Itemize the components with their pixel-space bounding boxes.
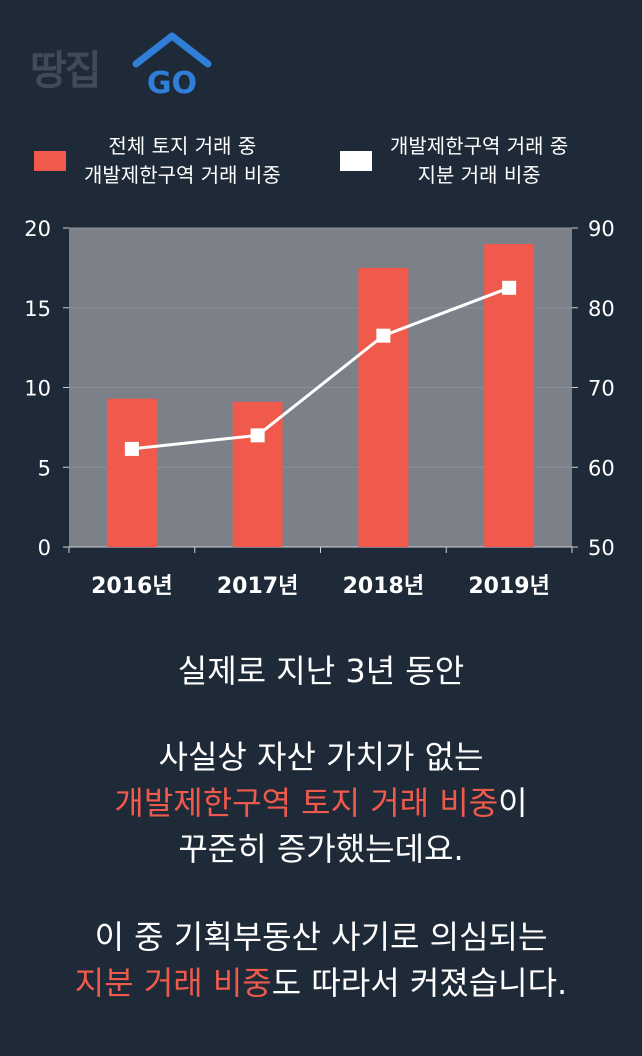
y-right-tick-label: 50: [588, 536, 615, 560]
legend-label-line: 개발제한구역 거래 중 지분 거래 비중: [390, 134, 569, 187]
bar: [358, 267, 409, 547]
y-left-tick-label: 20: [24, 217, 51, 241]
combo-chart: 0 5 10 15 20 50 60 70 80 90 2016년 2017년 2018년 2019년: [24, 217, 615, 599]
y-right-tick-label: 60: [588, 456, 615, 480]
story-p2-line2: 개발제한구역 토지 거래 비중이: [0, 780, 642, 826]
story-paragraph-3: 이 중 기획부동산 사기로 의심되는 지분 거래 비중도 따라서 커졌습니다.: [0, 914, 642, 1006]
story-p3-line1: 이 중 기획부동산 사기로 의심되는: [94, 918, 548, 956]
y-right-tick-label: 70: [588, 377, 615, 401]
logo-go-text: GO: [147, 66, 197, 98]
story-p3-line2: 지분 거래 비중도 따라서 커졌습니다.: [0, 960, 642, 1006]
story-paragraph-2: 사실상 자산 가치가 없는 개발제한구역 토지 거래 비중이 꾸준히 증가했는데…: [0, 734, 642, 872]
y-left-tick-label: 15: [24, 297, 51, 321]
story-p2-highlight: 개발제한구역 토지 거래 비중: [114, 784, 499, 822]
line-point: [250, 428, 265, 443]
house-icon: GO: [132, 32, 212, 98]
story-p2-line1: 사실상 자산 가치가 없는: [158, 738, 484, 776]
story-p2-line3: 꾸준히 증가했는데요.: [178, 830, 464, 868]
legend-swatch-bar: [34, 151, 66, 171]
bar: [232, 401, 283, 547]
bar: [106, 398, 157, 547]
y-left-tick-label: 10: [24, 377, 51, 401]
chart-legend: 전체 토지 거래 중 개발제한구역 거래 비중 개발제한구역 거래 중 지분 거…: [0, 132, 642, 202]
legend-swatch-line: [340, 151, 372, 171]
y-left-tick-label: 5: [38, 456, 51, 480]
y-right-tick-label: 80: [588, 297, 615, 321]
story-p2-after: 이: [498, 784, 528, 822]
legend-item-line: 개발제한구역 거래 중 지분 거래 비중: [340, 132, 568, 190]
line-point: [124, 441, 139, 456]
y-left-tick-label: 0: [38, 536, 51, 560]
x-tick-label: 2017년: [217, 574, 298, 599]
x-tick-label: 2019년: [468, 574, 549, 599]
logo-text: 땅집: [30, 48, 102, 94]
legend-label-bar: 전체 토지 거래 중 개발제한구역 거래 비중: [84, 134, 281, 187]
series-line: [131, 286, 510, 451]
x-tick-label: 2016년: [91, 574, 172, 599]
line-point: [376, 328, 391, 343]
legend-item-bar: 전체 토지 거래 중 개발제한구역 거래 비중: [34, 132, 281, 190]
story-p3-highlight: 지분 거래 비중: [74, 964, 272, 1002]
story-line-1: 실제로 지난 3년 동안: [177, 652, 465, 690]
x-tick-label: 2018년: [343, 574, 424, 599]
y-right-tick-label: 90: [588, 217, 615, 241]
line-point: [502, 280, 517, 295]
story-p3-after: 도 따라서 커졌습니다.: [271, 964, 568, 1002]
